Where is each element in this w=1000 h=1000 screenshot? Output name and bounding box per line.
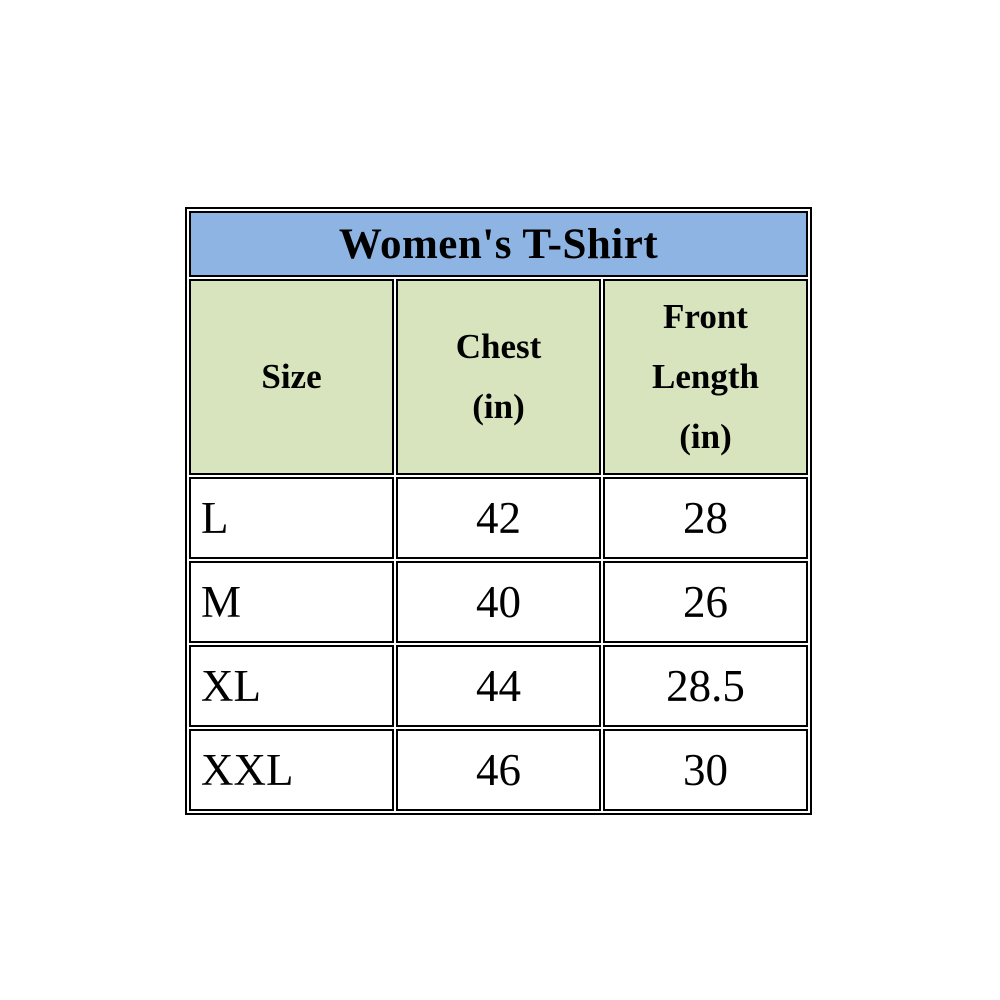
header-line: (in): [679, 417, 732, 457]
chest-cell: 46: [396, 729, 601, 811]
header-line: Size: [261, 356, 322, 396]
front-length-cell: 30: [603, 729, 808, 811]
front-length-cell: 26: [603, 561, 808, 643]
table-row: XXL 46 30: [189, 729, 808, 811]
table-row: M 40 26: [189, 561, 808, 643]
chest-cell: 42: [396, 477, 601, 559]
front-length-cell: 28.5: [603, 645, 808, 727]
table-row: L 42 28: [189, 477, 808, 559]
table-row: XL 44 28.5: [189, 645, 808, 727]
front-length-cell: 28: [603, 477, 808, 559]
chest-cell: 44: [396, 645, 601, 727]
size-cell: L: [189, 477, 394, 559]
header-line: Front: [663, 296, 748, 336]
header-line: Chest: [455, 326, 542, 366]
size-cell: XL: [189, 645, 394, 727]
column-header-chest: Chest (in): [396, 279, 601, 475]
size-chart-table: Women's T-Shirt Size Chest (in) Front Le…: [185, 207, 812, 815]
size-cell: XXL: [189, 729, 394, 811]
title-row: Women's T-Shirt: [189, 211, 808, 277]
chest-cell: 40: [396, 561, 601, 643]
table-title: Women's T-Shirt: [189, 211, 808, 277]
column-header-size: Size: [189, 279, 394, 475]
header-line: Length: [652, 356, 759, 396]
header-line: (in): [472, 387, 525, 426]
column-header-front-length: Front Length (in): [603, 279, 808, 475]
column-header-row: Size Chest (in) Front Length (in): [189, 279, 808, 475]
size-cell: M: [189, 561, 394, 643]
